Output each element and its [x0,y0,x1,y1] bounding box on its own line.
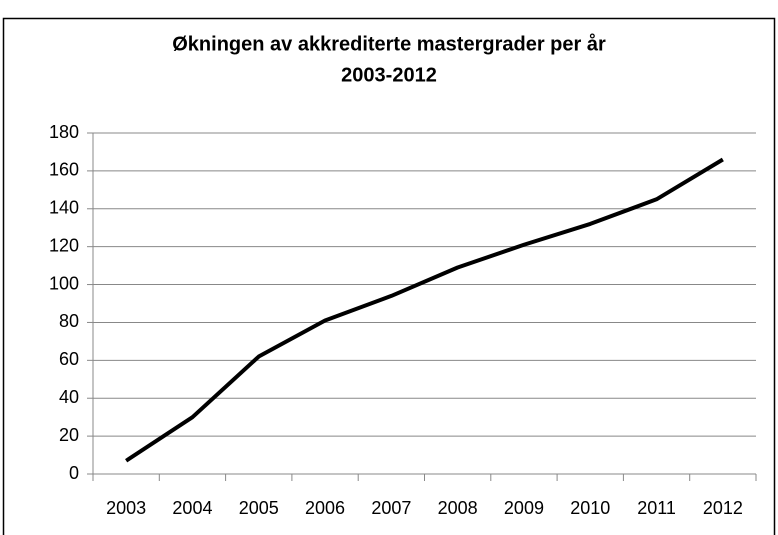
x-tick-label: 2008 [438,498,478,518]
y-tick-label: 140 [49,198,79,218]
x-tick-label: 2010 [570,498,610,518]
x-tick-label: 2012 [703,498,743,518]
data-line [125,157,724,463]
y-tick-label: 40 [59,387,79,407]
chart-border [2,17,776,535]
y-tick-label: 80 [59,311,79,331]
x-tick-label: 2009 [504,498,544,518]
y-tick-label: 0 [69,463,79,483]
y-tick-label: 60 [59,349,79,369]
y-tick-label: 120 [49,235,79,255]
y-tick-label: 160 [49,160,79,180]
x-tick-label: 2007 [371,498,411,518]
chart-title: Økningen av akkrediterte mastergrader pe… [172,32,606,55]
x-tick-label: 2005 [239,498,279,518]
y-tick-label: 100 [49,273,79,293]
x-tick-label: 2004 [172,498,212,518]
chart-subtitle: 2003-2012 [341,64,437,86]
x-tick-label: 2003 [106,498,146,518]
x-tick-label: 2011 [637,498,676,518]
y-tick-label: 180 [49,122,79,142]
x-tick-label: 2006 [305,498,345,518]
y-tick-label: 20 [59,425,79,445]
